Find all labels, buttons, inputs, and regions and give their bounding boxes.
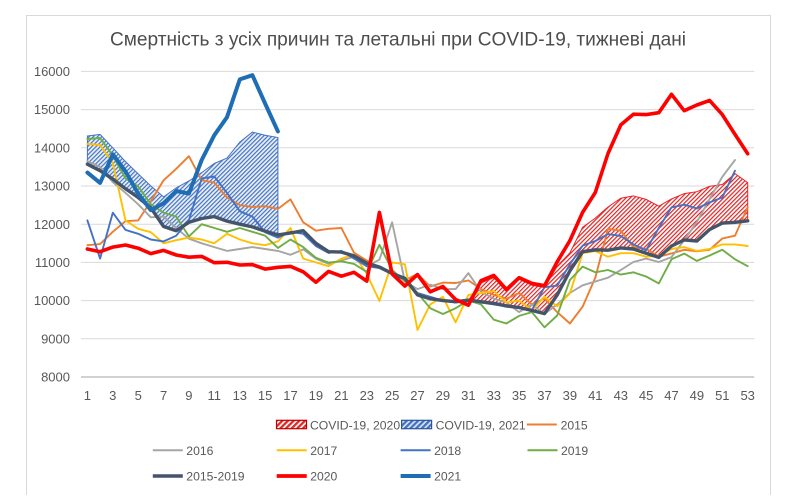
- svg-text:9000: 9000: [41, 331, 70, 346]
- svg-text:1: 1: [84, 388, 91, 403]
- svg-text:51: 51: [715, 388, 729, 403]
- svg-text:16000: 16000: [34, 64, 70, 79]
- svg-text:31: 31: [461, 388, 475, 403]
- svg-text:7: 7: [160, 388, 167, 403]
- svg-text:17: 17: [283, 388, 297, 403]
- svg-text:21: 21: [334, 388, 348, 403]
- svg-text:37: 37: [537, 388, 551, 403]
- svg-text:27: 27: [410, 388, 424, 403]
- svg-text:2021: 2021: [434, 470, 461, 484]
- svg-text:2017: 2017: [310, 444, 337, 458]
- svg-text:33: 33: [487, 388, 501, 403]
- svg-text:COVID-19, 2020: COVID-19, 2020: [310, 418, 400, 432]
- svg-text:11000: 11000: [35, 255, 70, 270]
- svg-text:15: 15: [258, 388, 272, 403]
- svg-text:12000: 12000: [34, 217, 70, 232]
- svg-text:15000: 15000: [34, 102, 70, 117]
- svg-text:9: 9: [185, 388, 192, 403]
- svg-text:2018: 2018: [434, 444, 461, 458]
- svg-text:11: 11: [208, 388, 222, 403]
- svg-text:39: 39: [563, 388, 577, 403]
- svg-text:49: 49: [690, 388, 704, 403]
- svg-text:14000: 14000: [34, 140, 70, 155]
- svg-text:8000: 8000: [41, 370, 70, 385]
- svg-text:47: 47: [664, 388, 678, 403]
- svg-text:2015-2019: 2015-2019: [186, 470, 245, 484]
- svg-text:45: 45: [639, 388, 653, 403]
- svg-text:3: 3: [109, 388, 116, 403]
- svg-text:29: 29: [436, 388, 450, 403]
- svg-text:23: 23: [360, 388, 374, 403]
- svg-text:13000: 13000: [34, 179, 70, 194]
- svg-text:53: 53: [740, 388, 754, 403]
- svg-text:5: 5: [135, 388, 142, 403]
- svg-text:2020: 2020: [310, 470, 337, 484]
- svg-text:19: 19: [309, 388, 323, 403]
- svg-text:Смертність з усіх причин та ле: Смертність з усіх причин та летальні при…: [110, 30, 686, 51]
- svg-text:13: 13: [233, 388, 247, 403]
- svg-text:41: 41: [588, 388, 602, 403]
- svg-text:43: 43: [614, 388, 628, 403]
- svg-text:2016: 2016: [186, 444, 213, 458]
- svg-text:10000: 10000: [34, 293, 70, 308]
- svg-text:35: 35: [512, 388, 526, 403]
- svg-text:2015: 2015: [561, 418, 588, 432]
- svg-text:COVID-19, 2021: COVID-19, 2021: [436, 418, 526, 432]
- svg-text:2019: 2019: [561, 444, 588, 458]
- svg-text:25: 25: [385, 388, 399, 403]
